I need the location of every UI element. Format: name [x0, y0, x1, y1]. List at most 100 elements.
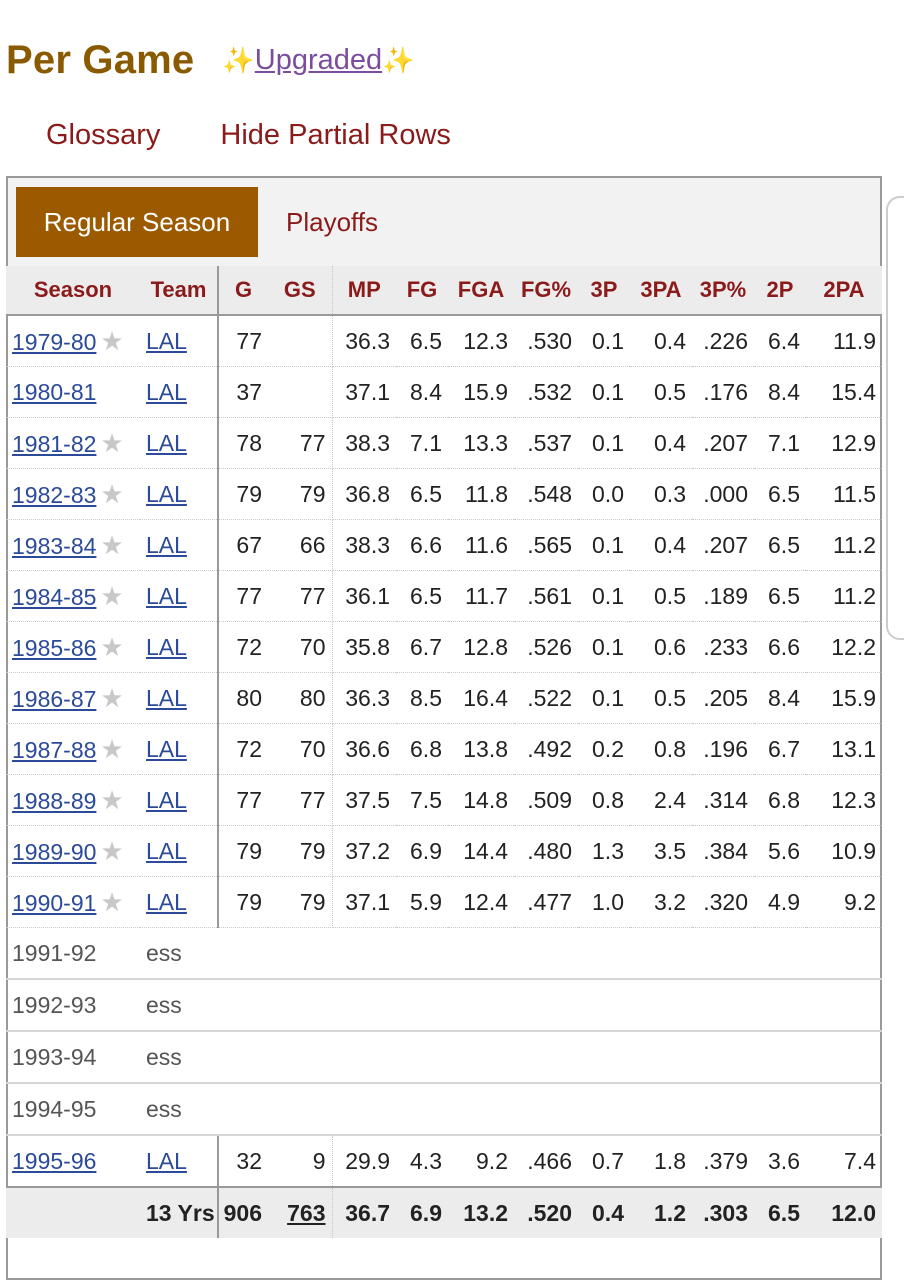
team-link[interactable]: LAL — [146, 582, 187, 609]
col-header-2p[interactable]: 2P — [754, 266, 806, 316]
team-cell: LAL — [140, 570, 219, 622]
season-cell: 1980-81 — [6, 366, 140, 418]
stat-cell-tpa: 0.4 — [630, 519, 692, 571]
stat-cell-tpa: 3.2 — [630, 876, 692, 928]
stat-cell-gs — [268, 366, 333, 418]
col-header-fga[interactable]: FGA — [448, 266, 514, 316]
all-star-icon: ★ — [100, 325, 124, 356]
stat-cell-fg: 6.8 — [396, 723, 448, 775]
partial-note: ess — [140, 1031, 218, 1084]
team-link[interactable]: LAL — [146, 480, 187, 507]
team-link[interactable]: LAL — [146, 378, 187, 405]
table-row: 1983-84 ★ LAL 67 66 38.3 6.6 11.6.565 0.1 0.4.207… — [6, 519, 882, 571]
team-cell: LAL — [140, 876, 219, 928]
stat-cell-tp: 0.1 — [578, 417, 630, 469]
team-link[interactable]: LAL — [146, 837, 187, 864]
stat-cell-gs: 77 — [268, 774, 333, 826]
stat-cell-tpa: 0.4 — [630, 315, 692, 367]
col-header-fg-pct[interactable]: FG% — [514, 266, 578, 316]
team-link[interactable]: LAL — [146, 684, 187, 711]
team-link[interactable]: LAL — [146, 429, 187, 456]
empty-cell — [218, 1031, 882, 1084]
stat-cell-tpa: 0.5 — [630, 672, 692, 724]
career-stat-twopa: 12.0 — [806, 1186, 882, 1238]
col-header-season[interactable]: Season — [6, 266, 140, 316]
col-header-g[interactable]: G — [218, 266, 268, 316]
col-header-2pa[interactable]: 2PA — [806, 266, 882, 316]
season-link[interactable]: 1995-96 — [12, 1147, 97, 1174]
team-link[interactable]: LAL — [146, 633, 187, 660]
col-header-team[interactable]: Team — [140, 266, 219, 316]
career-gs-link[interactable]: 763 — [287, 1199, 326, 1226]
upgraded-link[interactable]: Upgraded — [254, 43, 383, 76]
stat-cell-fg: 6.5 — [396, 468, 448, 520]
horizontal-scroll-indicator[interactable] — [886, 196, 904, 640]
team-link[interactable]: LAL — [146, 1147, 187, 1174]
career-stat-fg: 6.9 — [396, 1186, 448, 1238]
team-link[interactable]: LAL — [146, 327, 187, 354]
stat-cell-mp: 37.1 — [332, 876, 396, 928]
season-link[interactable]: 1990-91 — [12, 889, 97, 916]
team-cell: LAL — [140, 621, 219, 673]
stat-cell-fg: 6.9 — [396, 825, 448, 877]
stat-cell-fg-pct: .466 — [514, 1135, 578, 1188]
season-link[interactable]: 1987-88 — [12, 736, 97, 763]
stat-cell-fga: 14.8 — [448, 774, 514, 826]
stat-cell-mp: 36.6 — [332, 723, 396, 775]
stat-cell-fga: 14.4 — [448, 825, 514, 877]
table-row: 1985-86 ★ LAL 72 70 35.8 6.7 12.8.526 0.1 0.6.233… — [6, 621, 882, 673]
stat-cell-tp: 0.8 — [578, 774, 630, 826]
col-header-3p[interactable]: 3P — [578, 266, 630, 316]
stat-cell-twopa: 10.9 — [806, 825, 882, 877]
stat-cell-fga: 13.3 — [448, 417, 514, 469]
stat-cell-tp-pct: .207 — [692, 417, 754, 469]
stat-cell-fg-pct: .561 — [514, 570, 578, 622]
team-cell: LAL — [140, 672, 219, 724]
col-header-fg[interactable]: FG — [396, 266, 448, 316]
season-link[interactable]: 1985-86 — [12, 634, 97, 661]
table-row: 1984-85 ★ LAL 77 77 36.1 6.5 11.7.561 0.1 0.5.189… — [6, 570, 882, 622]
season-link[interactable]: 1982-83 — [12, 481, 97, 508]
season-link[interactable]: 1984-85 — [12, 583, 97, 610]
team-link[interactable]: LAL — [146, 531, 187, 558]
season-link[interactable]: 1986-87 — [12, 685, 97, 712]
stat-cell-tp: 0.0 — [578, 468, 630, 520]
season-link[interactable]: 1980-81 — [12, 378, 97, 405]
upgraded-badge[interactable]: ✨ Upgraded ✨ — [222, 44, 414, 77]
page-title: Per Game — [6, 37, 195, 82]
team-link[interactable]: LAL — [146, 735, 187, 762]
stat-cell-twopa: 12.2 — [806, 621, 882, 673]
career-stat-gs[interactable]: 763 — [268, 1186, 333, 1238]
season-link[interactable]: 1981-82 — [12, 430, 97, 457]
col-header-3pa[interactable]: 3PA — [630, 266, 692, 316]
tab-playoffs[interactable]: Playoffs — [286, 206, 379, 237]
stat-cell-tpa: 1.8 — [630, 1135, 692, 1188]
all-star-icon: ★ — [100, 682, 124, 713]
stat-cell-fg: 8.5 — [396, 672, 448, 724]
season-link[interactable]: 1988-89 — [12, 787, 97, 814]
col-header-gs[interactable]: GS — [268, 266, 333, 316]
all-star-icon: ★ — [100, 427, 124, 458]
stat-cell-mp: 38.3 — [332, 519, 396, 571]
col-header-3p-pct[interactable]: 3P% — [692, 266, 754, 316]
glossary-link[interactable]: Glossary — [46, 118, 161, 151]
all-star-icon: ★ — [100, 529, 124, 560]
empty-cell — [218, 1083, 882, 1136]
stat-cell-fg: 4.3 — [396, 1135, 448, 1188]
stat-cell-fga: 11.7 — [448, 570, 514, 622]
stat-cell-mp: 36.3 — [332, 315, 396, 367]
season-link[interactable]: 1989-90 — [12, 838, 97, 865]
empty-cell — [218, 979, 882, 1032]
season-link[interactable]: 1979-80 — [12, 328, 97, 355]
stat-cell-g: 77 — [218, 315, 268, 367]
col-header-mp[interactable]: MP — [332, 266, 396, 316]
season-link[interactable]: 1983-84 — [12, 532, 97, 559]
stat-cell-tp: 0.7 — [578, 1135, 630, 1188]
stat-cell-fg: 7.1 — [396, 417, 448, 469]
stat-cell-twopa: 15.9 — [806, 672, 882, 724]
hide-partial-rows-link[interactable]: Hide Partial Rows — [220, 118, 451, 151]
tab-regular-season[interactable]: Regular Season — [16, 187, 258, 257]
career-stat-tp-pct: .303 — [692, 1186, 754, 1238]
team-link[interactable]: LAL — [146, 786, 187, 813]
team-link[interactable]: LAL — [146, 888, 187, 915]
